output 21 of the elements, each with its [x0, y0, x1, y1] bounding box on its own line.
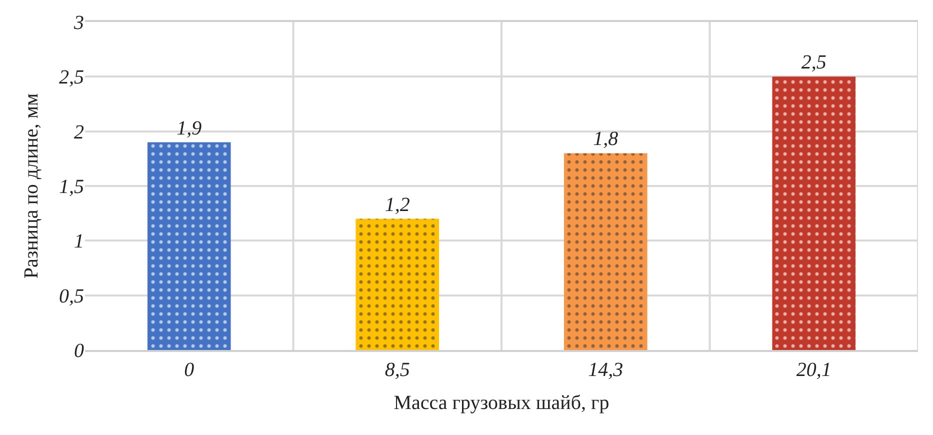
bar: [564, 153, 648, 350]
y-tick-label: 1,5: [59, 176, 84, 198]
y-tick-label: 1: [74, 230, 84, 253]
y-tick-label: 0,5: [59, 285, 84, 308]
data-label: 1,8: [593, 128, 618, 150]
y-tick-label: 2: [74, 121, 84, 144]
y-tick-label: 3: [73, 12, 84, 34]
data-label: 2,5: [801, 52, 826, 74]
y-tick-label: 0: [74, 340, 84, 362]
bar: [147, 142, 231, 350]
x-tick-label: 0: [184, 359, 194, 381]
x-tick-label: 8,5: [384, 359, 410, 381]
bar: [356, 218, 440, 350]
x-tick-label: 20,1: [796, 359, 832, 381]
y-tick-label: 2,5: [59, 66, 84, 89]
data-label: 1,2: [384, 194, 410, 216]
y-axis-title: Разница по длине, мм: [20, 92, 42, 279]
data-label: 1,9: [176, 117, 202, 140]
x-axis-title: Масса грузовых шайб, гр: [394, 392, 610, 414]
x-tick-label: 14,3: [588, 359, 624, 381]
bar: [772, 76, 856, 350]
